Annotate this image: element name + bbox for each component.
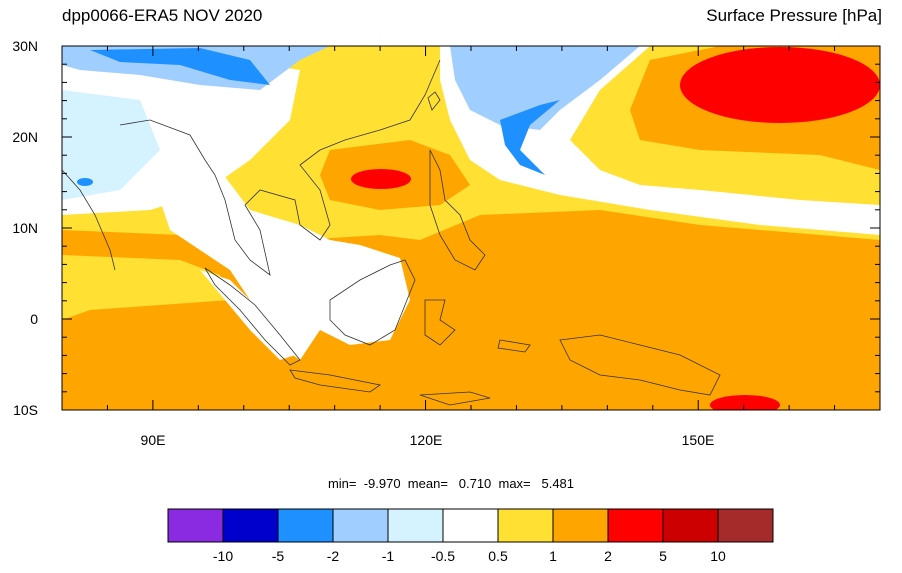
colorbar-label: -5 (271, 548, 285, 564)
colorbar-label: 2 (604, 548, 612, 564)
axis-ticks (61, 45, 881, 411)
colorbar-swatch (607, 508, 664, 543)
lon-label-90e: 90E (140, 432, 166, 448)
coast-philippines (429, 149, 486, 271)
colorbar-swatch (167, 508, 224, 543)
field-statistics: min= -9.970 mean= 0.710 max= 5.481 (327, 476, 575, 491)
map-title-right: Surface Pressure [hPa] (706, 6, 882, 25)
coast-india (62, 169, 116, 271)
lon-label-120e: 120E (409, 432, 443, 448)
lat-label-10n: 10N (12, 220, 38, 236)
coast-sumatra (204, 267, 301, 366)
colorbar-swatch (332, 508, 389, 543)
colorbar-swatch (442, 508, 499, 543)
colorbar-swatch (552, 508, 609, 543)
colorbar-label: 0.5 (488, 548, 508, 564)
field-yellow-west (62, 255, 230, 320)
colorbar-swatch (277, 508, 334, 543)
field-red-scs (351, 169, 411, 189)
coastlines (62, 59, 721, 406)
coast-asia (119, 59, 441, 276)
field-lightblue-bay (62, 90, 160, 200)
lat-label-30n: 30N (12, 38, 38, 54)
colorbar-swatch (497, 508, 554, 543)
coast-moluccas (497, 339, 531, 353)
field-darkblue-himalaya (90, 48, 270, 85)
coast-taiwan (427, 91, 441, 111)
field-blue-pacific (450, 46, 640, 130)
coast-sulawesi (424, 299, 456, 346)
field-white-sea (160, 170, 410, 360)
colorbar-label: -2 (326, 548, 340, 564)
colorbar-label: -10 (212, 548, 234, 564)
colorbar-swatch (222, 508, 279, 543)
coast-new-guinea (559, 334, 721, 396)
map-title-left: dpp0066-ERA5 NOV 2020 (62, 6, 263, 25)
lat-label-10s: 10S (13, 402, 38, 418)
field-blue-spot (77, 178, 93, 186)
colorbar (167, 508, 774, 543)
map-field (62, 46, 880, 410)
lat-label-0: 0 (30, 311, 38, 327)
field-blue-tongue (500, 100, 560, 175)
lon-label-150e: 150E (681, 432, 715, 448)
field-red-high (680, 47, 880, 123)
colorbar-label: 5 (659, 548, 667, 564)
colorbar-swatch (717, 508, 774, 543)
colorbar-swatch (662, 508, 719, 543)
coast-borneo (329, 259, 416, 346)
colorbar-label: 10 (710, 548, 726, 564)
colorbar-label: -0.5 (430, 548, 456, 564)
colorbar-label: 1 (549, 548, 557, 564)
coast-java (289, 369, 381, 393)
lat-label-20n: 20N (12, 129, 38, 145)
field-white-sumatra (200, 270, 295, 360)
colorbar-label: -1 (381, 548, 395, 564)
field-red-south (710, 395, 780, 410)
coast-lesser-sunda (419, 391, 491, 406)
colorbar-swatch (387, 508, 444, 543)
